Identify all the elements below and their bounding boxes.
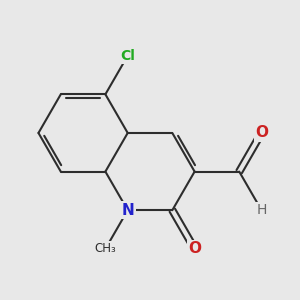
Text: Cl: Cl (120, 49, 135, 63)
Text: O: O (255, 125, 268, 140)
Text: N: N (121, 203, 134, 218)
Text: H: H (256, 203, 267, 217)
Text: CH₃: CH₃ (94, 242, 116, 255)
Text: O: O (188, 242, 201, 256)
